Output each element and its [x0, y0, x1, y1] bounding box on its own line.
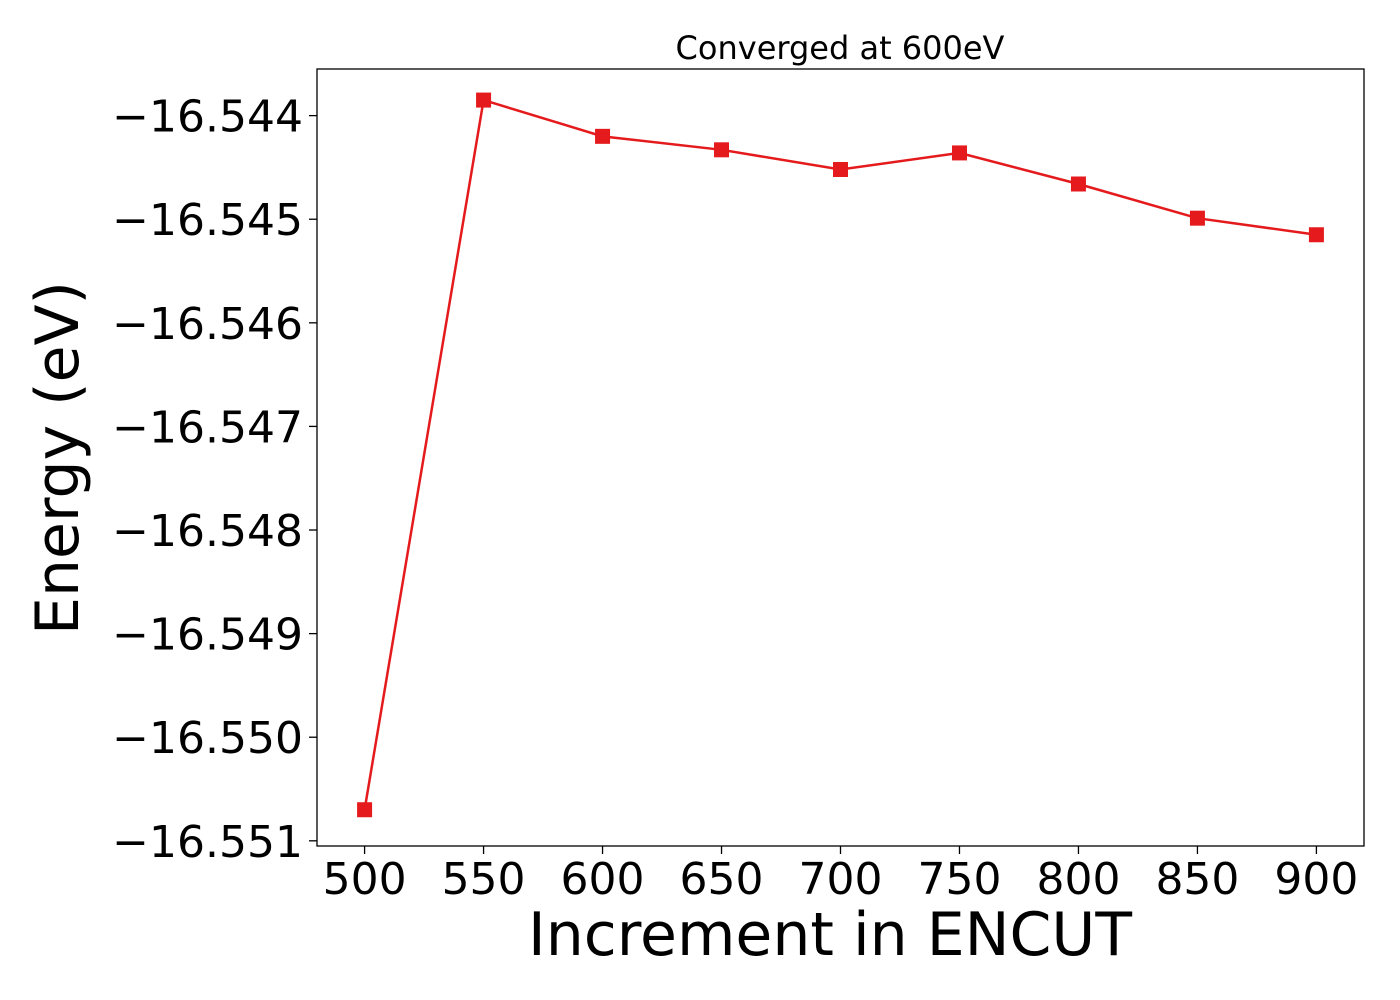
data-point-marker	[476, 92, 492, 108]
data-point-marker	[1189, 210, 1205, 226]
y-axis: −16.544 −16.545 −16.546 −16.547 −16.548 −16.5…	[112, 92, 317, 868]
plot-area-frame	[316, 68, 1365, 847]
y-tick-label: −16.550	[112, 713, 303, 764]
x-tick-label: 750	[917, 854, 1001, 905]
y-tick-label: −16.548	[112, 506, 303, 557]
data-point-marker	[1070, 176, 1086, 192]
x-tick-label: 550	[442, 854, 526, 905]
x-tick-label: 850	[1155, 854, 1239, 905]
series-line	[363, 98, 1317, 810]
y-tick-label: −16.551	[112, 817, 303, 868]
x-tick-label: 500	[323, 854, 407, 905]
x-tick-label: 600	[561, 854, 645, 905]
x-tick-label: 800	[1036, 854, 1120, 905]
data-point-marker	[833, 161, 848, 177]
x-tick-label: 650	[680, 854, 764, 905]
data-point-marker	[951, 145, 967, 161]
x-axis: 500 550 600 650 700 750 800 850 900	[323, 846, 1358, 905]
data-point-marker	[714, 142, 730, 158]
y-tick-label: −16.544	[112, 92, 303, 143]
y-tick-label: −16.549	[112, 610, 303, 661]
data-point-marker	[357, 802, 373, 818]
x-tick-label: 900	[1274, 854, 1358, 905]
y-tick-label: −16.546	[112, 299, 303, 350]
data-point-marker	[595, 128, 611, 144]
y-axis-label: Energy (eV)	[23, 281, 93, 635]
x-axis-label: Increment in ENCUT	[528, 900, 1132, 970]
y-tick-label: −16.545	[112, 195, 303, 246]
y-tick-label: −16.547	[112, 402, 303, 453]
series-markers	[357, 92, 1324, 818]
x-tick-label: 700	[799, 854, 883, 905]
chart-title: Converged at 600eV	[676, 29, 1005, 67]
data-point-marker	[1308, 227, 1324, 243]
